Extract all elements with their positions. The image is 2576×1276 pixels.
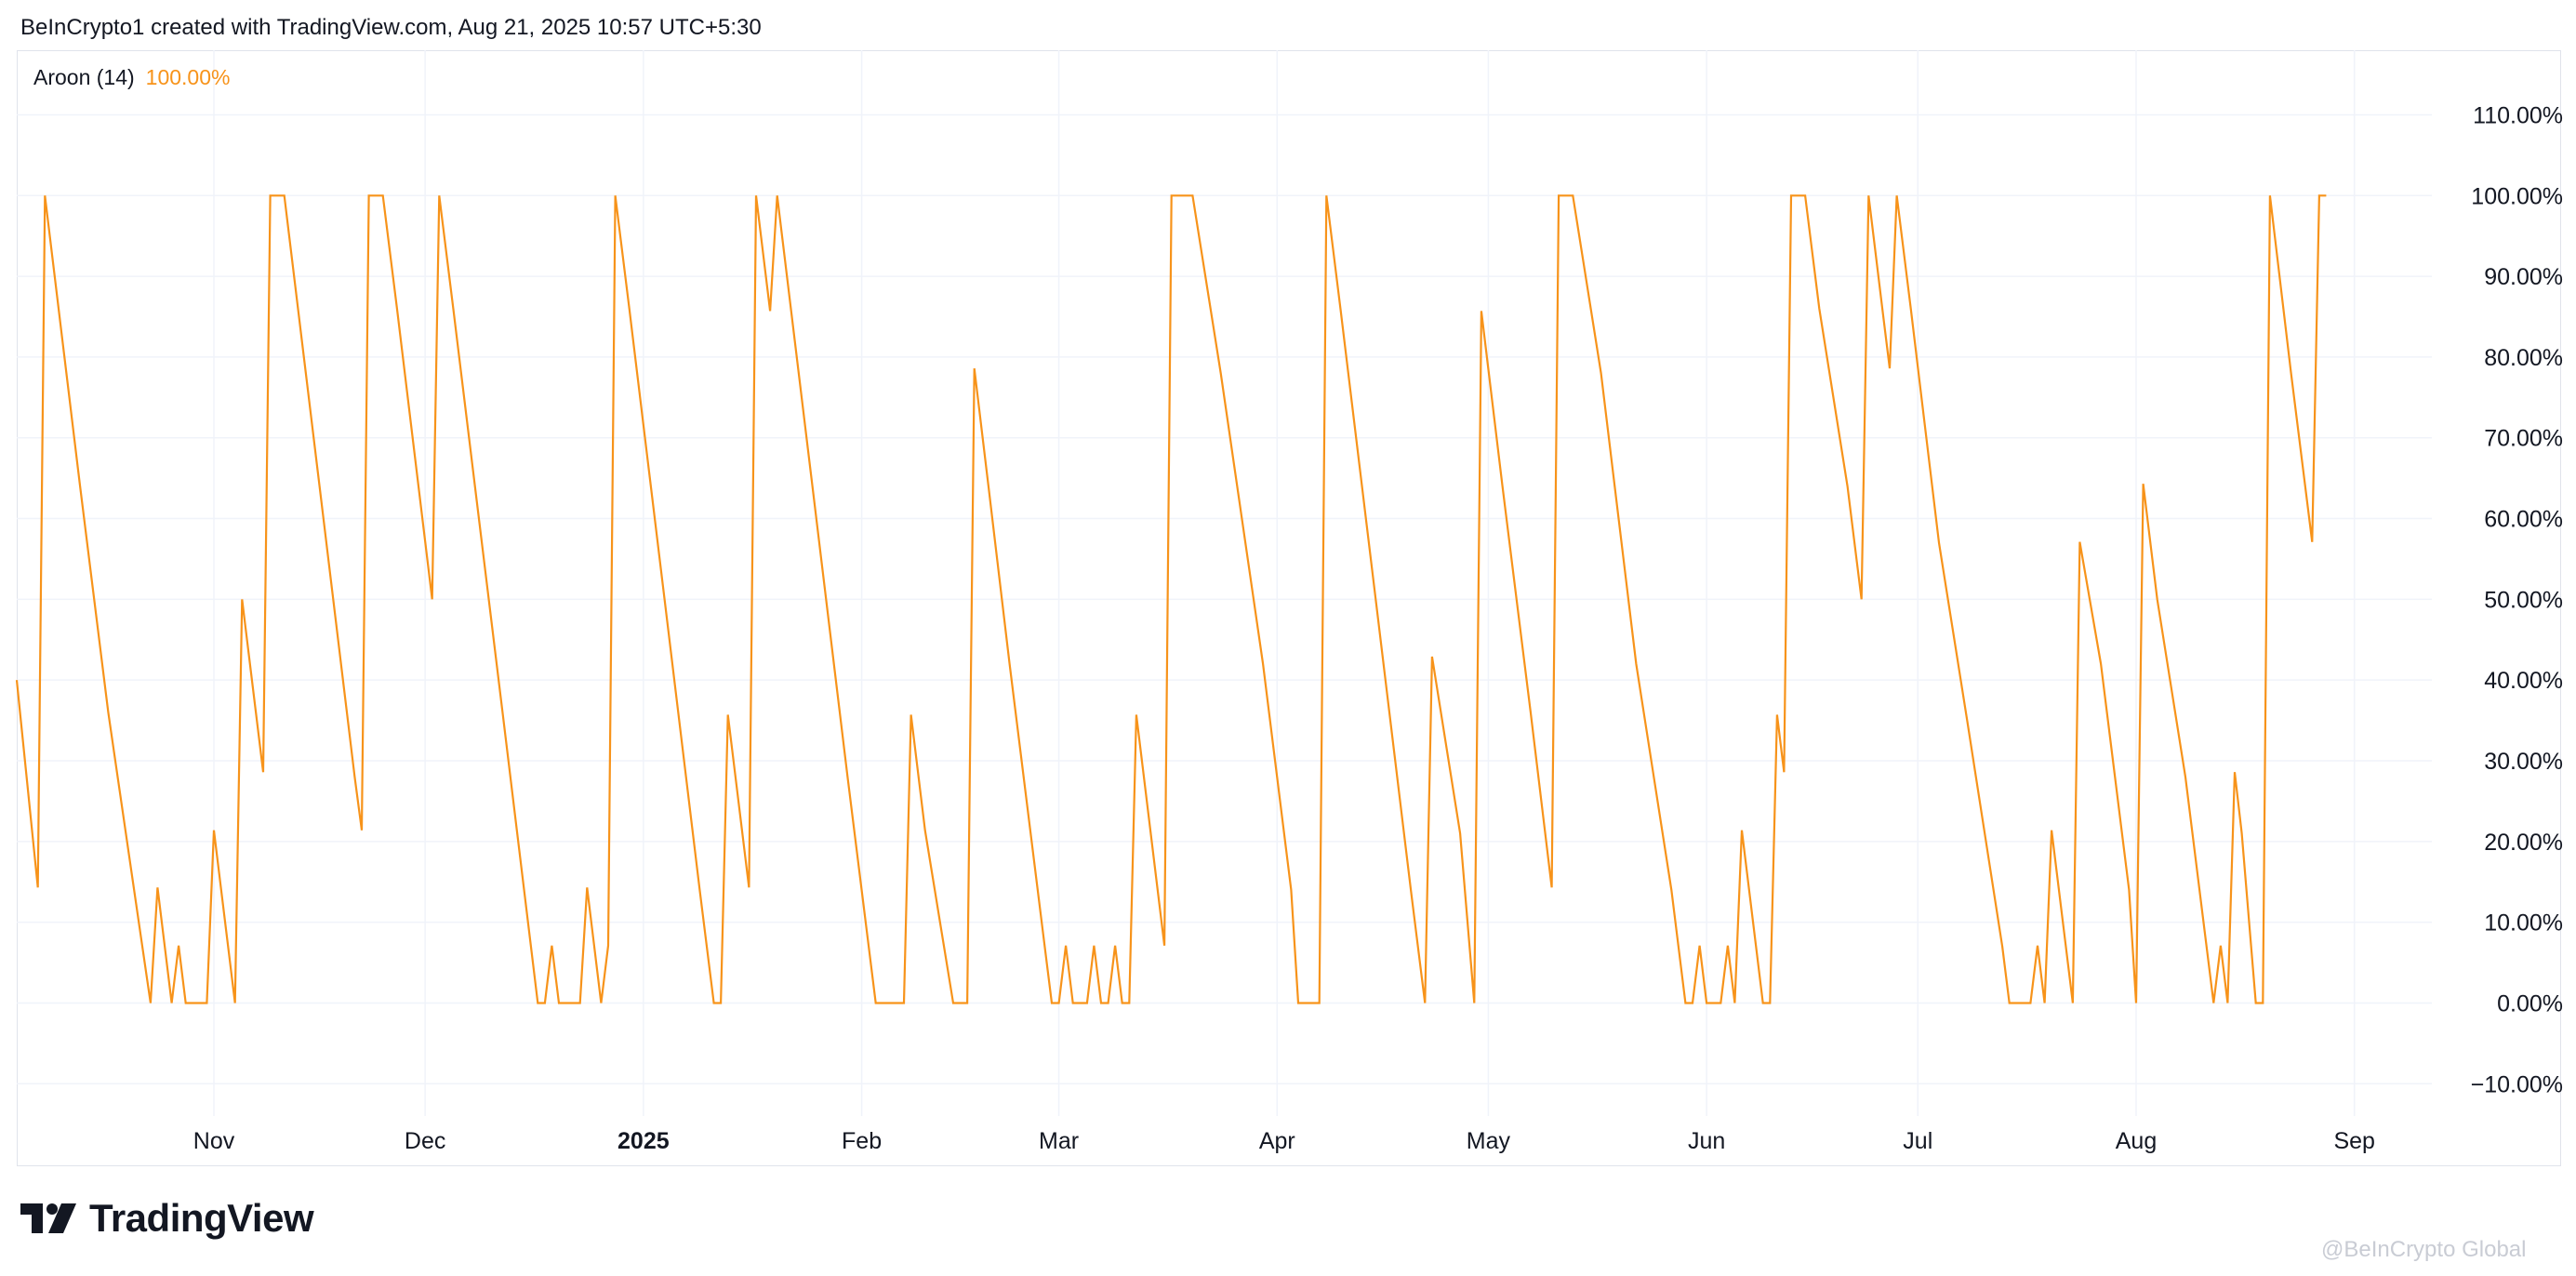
x-tick-label: Dec bbox=[405, 1128, 445, 1154]
aroon-line bbox=[15, 194, 2327, 1004]
y-tick-label: 50.00% bbox=[2484, 587, 2563, 613]
x-tick-label: Mar bbox=[1039, 1128, 1079, 1154]
x-tick-label: 2025 bbox=[617, 1128, 670, 1154]
y-tick-label: 0.00% bbox=[2497, 990, 2563, 1017]
tradingview-logo-icon bbox=[20, 1203, 76, 1233]
price-scale: 110.00% 100.00% 90.00% 80.00% 70.00% 60.00% 50… bbox=[2471, 102, 2563, 1097]
y-tick-label: 80.00% bbox=[2484, 345, 2563, 371]
brand-name: TradingView bbox=[89, 1196, 314, 1240]
y-tick-label: 40.00% bbox=[2484, 668, 2563, 694]
y-tick-label: 110.00% bbox=[2473, 102, 2563, 128]
watermark: @BeInCrypto Global bbox=[2321, 1237, 2527, 1262]
y-tick-label: 10.00% bbox=[2484, 910, 2563, 937]
x-tick-label: Jun bbox=[1688, 1128, 1725, 1154]
y-tick-label: 20.00% bbox=[2484, 830, 2563, 856]
series-layer bbox=[15, 194, 2327, 1004]
time-scale: Nov Dec 2025 Feb Mar Apr May Jun Jul Aug Sep bbox=[193, 1128, 2375, 1154]
indicator-value: 100.00% bbox=[145, 65, 231, 89]
y-tick-label: 100.00% bbox=[2471, 183, 2563, 209]
y-tick-label: 90.00% bbox=[2484, 264, 2563, 290]
x-tick-label: Jul bbox=[1903, 1128, 1932, 1154]
indicator-legend[interactable]: Aroon (14) 100.00% bbox=[33, 65, 230, 90]
x-tick-label: Sep bbox=[2333, 1128, 2374, 1154]
x-tick-label: Nov bbox=[193, 1128, 235, 1154]
indicator-name[interactable]: Aroon (14) bbox=[33, 65, 135, 89]
y-tick-label: 70.00% bbox=[2484, 426, 2563, 452]
chart-pane[interactable] bbox=[17, 50, 2561, 1166]
x-tick-label: May bbox=[1467, 1128, 1511, 1154]
grid-lines bbox=[17, 50, 2432, 1116]
x-tick-label: Feb bbox=[842, 1128, 882, 1154]
y-tick-label: 30.00% bbox=[2484, 749, 2563, 775]
y-tick-label: 60.00% bbox=[2484, 507, 2563, 533]
chart-attribution-header: BeInCrypto1 created with TradingView.com… bbox=[20, 15, 762, 40]
y-tick-label: −10.00% bbox=[2471, 1071, 2563, 1097]
x-tick-label: Apr bbox=[1259, 1128, 1295, 1154]
tradingview-brand[interactable]: TradingView bbox=[20, 1196, 314, 1241]
x-tick-label: Aug bbox=[2116, 1128, 2157, 1154]
